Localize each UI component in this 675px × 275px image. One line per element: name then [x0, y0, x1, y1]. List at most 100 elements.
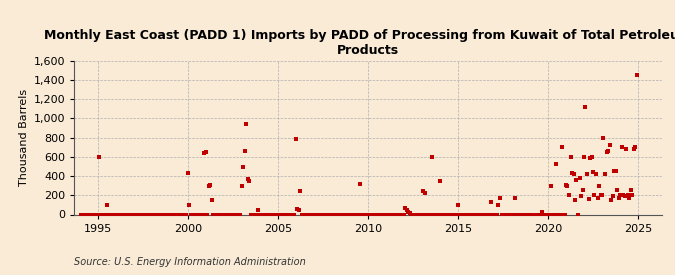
Point [439, 212, 450, 217]
Point [274, 212, 285, 217]
Point [437, 212, 448, 217]
Point [382, 212, 393, 217]
Point [466, 212, 477, 217]
Point [379, 212, 390, 217]
Point [499, 212, 510, 217]
Point [566, 171, 577, 175]
Point [358, 212, 369, 217]
Point [227, 212, 238, 217]
Point [448, 212, 459, 217]
Point [193, 212, 204, 217]
Point [479, 212, 490, 217]
Point [229, 212, 240, 217]
Point [593, 183, 604, 188]
Point [250, 212, 261, 217]
Point [523, 212, 534, 217]
Point [134, 212, 145, 217]
Point [620, 147, 631, 151]
Point [528, 212, 539, 217]
Point [99, 212, 109, 217]
Point [431, 212, 442, 217]
Point [130, 212, 140, 217]
Point [265, 212, 275, 217]
Point [583, 197, 594, 201]
Point [534, 212, 545, 217]
Point [126, 212, 136, 217]
Point [610, 169, 621, 174]
Point [238, 165, 248, 169]
Point [128, 212, 139, 217]
Point [490, 212, 501, 217]
Point [373, 212, 383, 217]
Point [576, 194, 587, 199]
Point [112, 212, 123, 217]
Point [526, 212, 537, 217]
Point [319, 212, 329, 217]
Point [371, 212, 382, 217]
Point [571, 178, 582, 182]
Point [211, 212, 221, 217]
Point [383, 212, 394, 217]
Point [292, 207, 302, 211]
Point [481, 212, 492, 217]
Point [230, 212, 241, 217]
Point [321, 212, 331, 217]
Point [311, 212, 322, 217]
Point [79, 212, 90, 217]
Point [556, 145, 567, 149]
Point [604, 143, 615, 147]
Point [529, 212, 540, 217]
Point [469, 212, 480, 217]
Point [522, 212, 533, 217]
Point [591, 172, 601, 176]
Point [551, 212, 562, 217]
Point [510, 196, 520, 200]
Point [283, 212, 294, 217]
Point [388, 212, 399, 217]
Point [234, 212, 244, 217]
Point [197, 212, 208, 217]
Point [470, 212, 481, 217]
Point [339, 212, 350, 217]
Point [313, 212, 324, 217]
Point [570, 198, 580, 202]
Point [207, 197, 217, 202]
Y-axis label: Thousand Barrels: Thousand Barrels [20, 89, 30, 186]
Point [538, 212, 549, 217]
Point [612, 188, 622, 192]
Point [307, 212, 318, 217]
Point [497, 212, 508, 217]
Point [354, 212, 364, 217]
Point [478, 212, 489, 217]
Point [595, 193, 606, 197]
Point [535, 212, 546, 217]
Point [137, 212, 148, 217]
Point [145, 212, 156, 217]
Point [619, 194, 630, 199]
Point [191, 212, 202, 217]
Point [564, 193, 574, 197]
Text: Source: U.S. Energy Information Administration: Source: U.S. Energy Information Administ… [74, 257, 306, 267]
Point [80, 212, 91, 217]
Point [452, 203, 463, 207]
Point [118, 212, 129, 217]
Point [555, 212, 566, 217]
Point [541, 212, 552, 217]
Point [460, 212, 471, 217]
Point [176, 212, 187, 217]
Point [169, 212, 180, 217]
Point [443, 212, 454, 217]
Point [381, 212, 392, 217]
Point [196, 212, 207, 217]
Point [489, 212, 500, 217]
Point [269, 212, 280, 217]
Point [188, 212, 199, 217]
Point [337, 212, 348, 217]
Point [355, 182, 366, 186]
Point [223, 212, 234, 217]
Point [516, 212, 526, 217]
Point [335, 212, 346, 217]
Point [463, 212, 474, 217]
Point [572, 212, 583, 217]
Point [615, 193, 626, 197]
